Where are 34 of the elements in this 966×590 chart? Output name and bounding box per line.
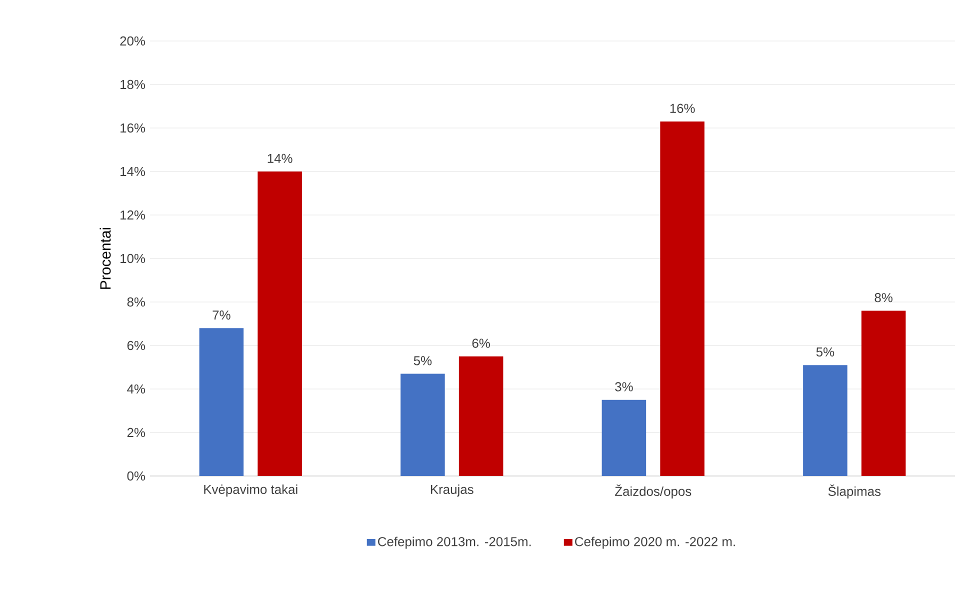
x-tick-label: Šlapimas <box>828 484 881 499</box>
bar <box>602 400 646 476</box>
y-tick-label: 4% <box>127 384 146 394</box>
y-tick-label: 8% <box>127 297 146 307</box>
y-tick-label: 2% <box>127 428 146 438</box>
y-tick-label: 20% <box>120 36 146 46</box>
data-label: 3% <box>615 382 633 392</box>
legend-label: Cefepimo 2013m. -2015m. <box>378 536 531 549</box>
y-tick-label: 6% <box>127 340 146 350</box>
data-label: 16% <box>670 104 695 113</box>
y-tick-label: 18% <box>120 80 146 90</box>
y-tick-label: 0% <box>127 471 146 481</box>
bar <box>458 356 504 476</box>
x-tick-label: Kvėpavimo takai <box>204 484 298 497</box>
data-label: 5% <box>816 347 834 357</box>
bar <box>199 328 244 476</box>
data-label: 14% <box>268 154 292 163</box>
bar <box>400 374 445 476</box>
data-label: 5% <box>414 356 432 366</box>
x-tick-label: Kraujas <box>430 484 474 497</box>
y-tick-label: 10% <box>120 254 146 264</box>
data-label: 6% <box>472 338 490 348</box>
data-label: 8% <box>874 293 892 302</box>
bar <box>803 365 848 476</box>
bar <box>660 121 704 476</box>
y-axis-title: Procentai <box>100 228 111 289</box>
bar <box>258 171 302 476</box>
bar <box>861 310 906 476</box>
y-tick-label: 12% <box>120 210 146 220</box>
x-tick-label: Žaizdos/opos <box>615 484 692 499</box>
y-tick-label: 14% <box>120 166 146 176</box>
y-tick-label: 16% <box>120 123 146 133</box>
data-label: 7% <box>212 310 230 320</box>
legend-label: Cefepimo 2020 m. -2022 m. <box>575 536 735 549</box>
